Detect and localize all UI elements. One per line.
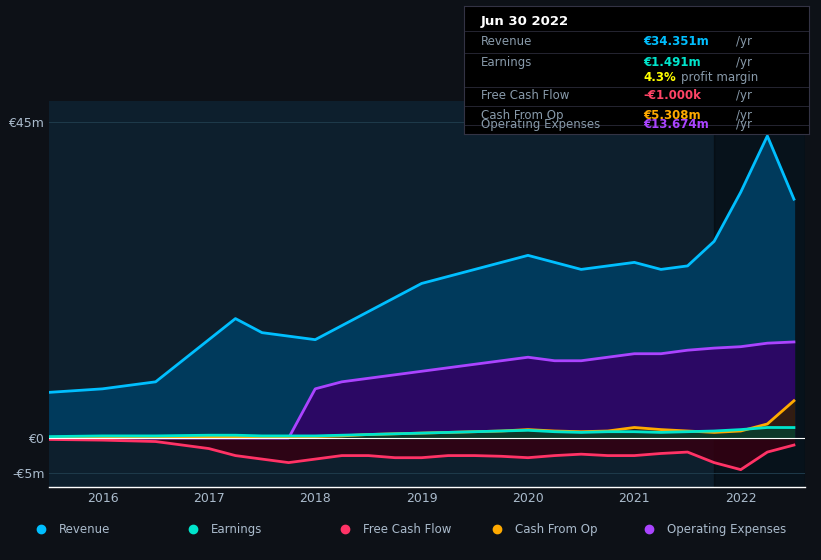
Text: €34.351m: €34.351m xyxy=(643,35,709,48)
Text: /yr: /yr xyxy=(736,89,752,102)
Text: Cash From Op: Cash From Op xyxy=(481,109,563,122)
Text: Jun 30 2022: Jun 30 2022 xyxy=(481,15,569,27)
Text: Operating Expenses: Operating Expenses xyxy=(481,118,600,130)
Text: Cash From Op: Cash From Op xyxy=(515,522,597,536)
Text: Revenue: Revenue xyxy=(59,522,111,536)
Bar xyxy=(714,101,805,487)
Text: /yr: /yr xyxy=(736,56,752,69)
Text: €5.308m: €5.308m xyxy=(643,109,701,122)
Text: /yr: /yr xyxy=(736,118,752,130)
Text: /yr: /yr xyxy=(736,109,752,122)
Text: 4.3%: 4.3% xyxy=(643,71,676,84)
Text: profit margin: profit margin xyxy=(681,71,759,84)
Text: Earnings: Earnings xyxy=(211,522,263,536)
Text: /yr: /yr xyxy=(736,35,752,48)
Text: Earnings: Earnings xyxy=(481,56,533,69)
Text: €1.491m: €1.491m xyxy=(643,56,701,69)
Text: Operating Expenses: Operating Expenses xyxy=(667,522,786,536)
Text: €13.674m: €13.674m xyxy=(643,118,709,130)
Text: Revenue: Revenue xyxy=(481,35,533,48)
Text: -€1.000k: -€1.000k xyxy=(643,89,701,102)
Text: Free Cash Flow: Free Cash Flow xyxy=(363,522,452,536)
Text: Free Cash Flow: Free Cash Flow xyxy=(481,89,570,102)
